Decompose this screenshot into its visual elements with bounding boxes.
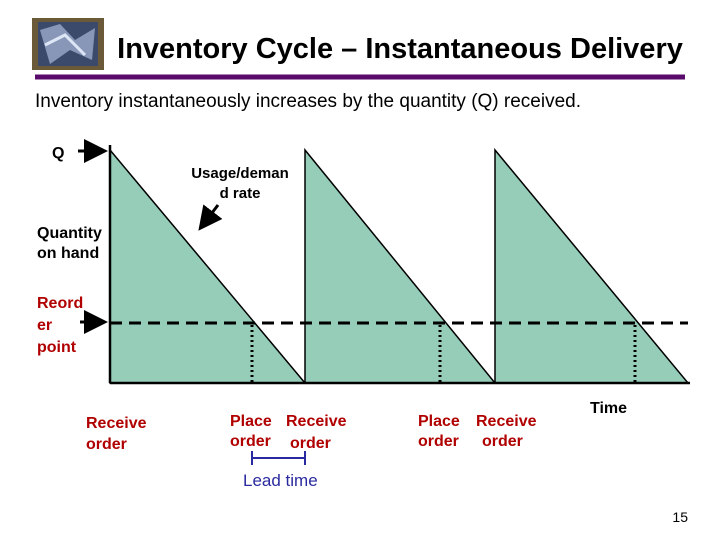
usage-label: Usage/deman — [191, 165, 289, 182]
page-number: 15 — [672, 509, 688, 525]
receive-label: Receive — [86, 415, 147, 432]
usage-arrow — [198, 204, 223, 231]
receive-label: order — [482, 433, 523, 450]
quantity-label: on hand — [37, 245, 99, 262]
reorder-label: Reord — [37, 295, 83, 312]
sawtooth — [109, 147, 690, 384]
place-label: order — [418, 433, 459, 450]
place-label: order — [230, 433, 271, 450]
usage-label: d rate — [220, 185, 261, 202]
reorder-label: er — [37, 317, 52, 334]
receive-label: Receive — [286, 413, 347, 430]
time-label: Time — [590, 400, 627, 417]
place-label: Place — [418, 413, 460, 430]
receive-label: order — [290, 435, 331, 452]
receive-label: Receive — [476, 413, 537, 430]
logo — [32, 18, 104, 70]
reorder-label: point — [37, 339, 77, 356]
subtitle: Inventory instantaneously increases by t… — [35, 91, 581, 112]
receive-label: order — [86, 436, 127, 453]
q-label: Q — [52, 145, 64, 162]
lead-time-label: Lead time — [243, 471, 318, 490]
place-label: Place — [230, 413, 272, 430]
title: Inventory Cycle – Instantaneous Delivery — [117, 33, 683, 65]
quantity-label: Quantity — [37, 225, 102, 242]
lead-time-bracket — [251, 451, 306, 465]
